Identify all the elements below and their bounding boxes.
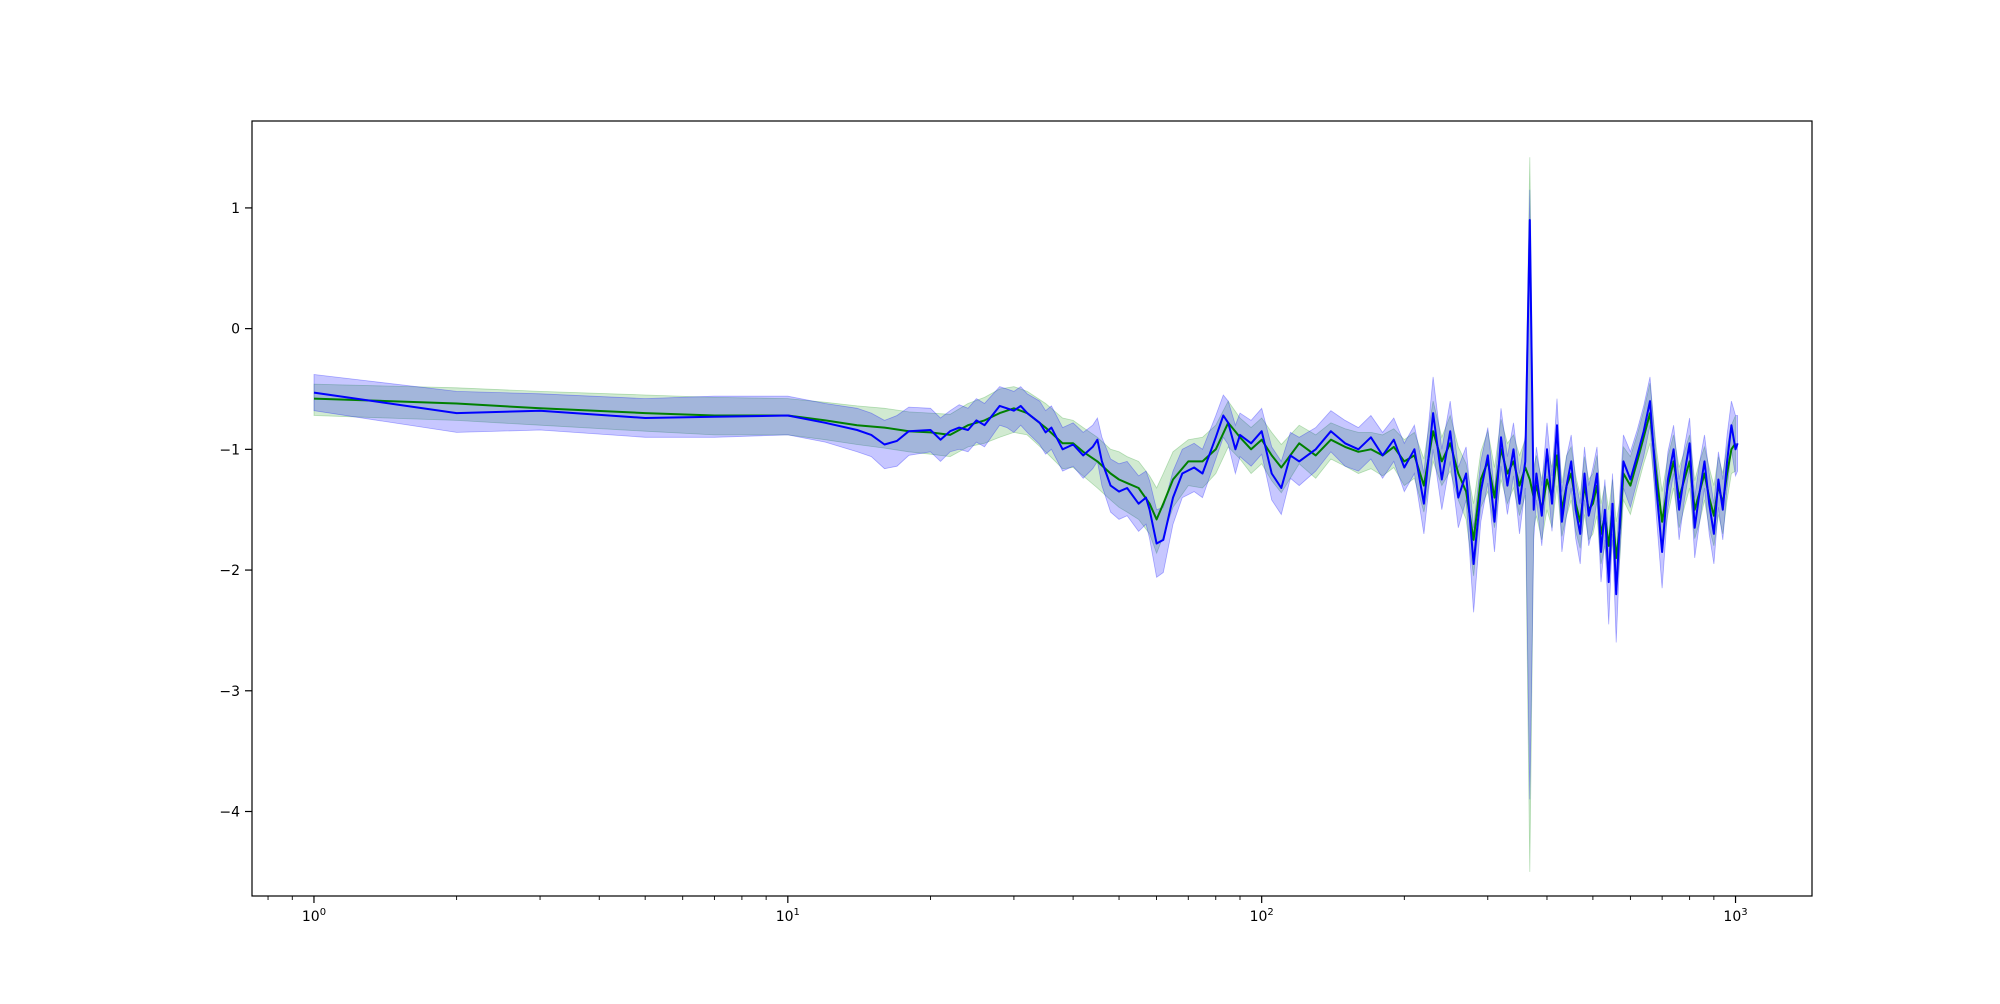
plot-content [313,157,1739,872]
y-tick-label: 0 [231,322,240,338]
axes-frame [251,120,1813,897]
series-green-band [313,157,1736,872]
y-axis: 1 0 −1 −2 −3 −4 [219,201,252,820]
series-blue-band [313,189,1738,800]
x-tick-label: 103 [1723,907,1747,925]
x-tick-label-base: 10 [1723,909,1741,925]
y-tick-label: −3 [219,684,240,700]
y-tick-label: 1 [231,201,240,217]
x-tick-label: 100 [302,907,326,925]
x-tick-label: 102 [1250,907,1274,925]
x-tick-label-exponent: 2 [1267,907,1273,918]
x-tick-label-exponent: 1 [794,907,800,918]
y-tick-label: −4 [219,804,240,820]
x-tick-label-base: 10 [776,909,794,925]
plot-area [313,157,1739,872]
x-axis: 100 101 102 103 [267,896,1748,925]
x-tick-label-base: 10 [302,909,320,925]
x-tick-label-exponent: 0 [320,907,326,918]
series-blue-line [313,219,1739,596]
x-tick-label-exponent: 3 [1741,907,1747,918]
x-tick-label-base: 10 [1250,909,1268,925]
y-tick-label: −1 [219,442,240,458]
y-tick-label: −2 [219,563,240,579]
x-tick-label: 101 [776,907,800,925]
